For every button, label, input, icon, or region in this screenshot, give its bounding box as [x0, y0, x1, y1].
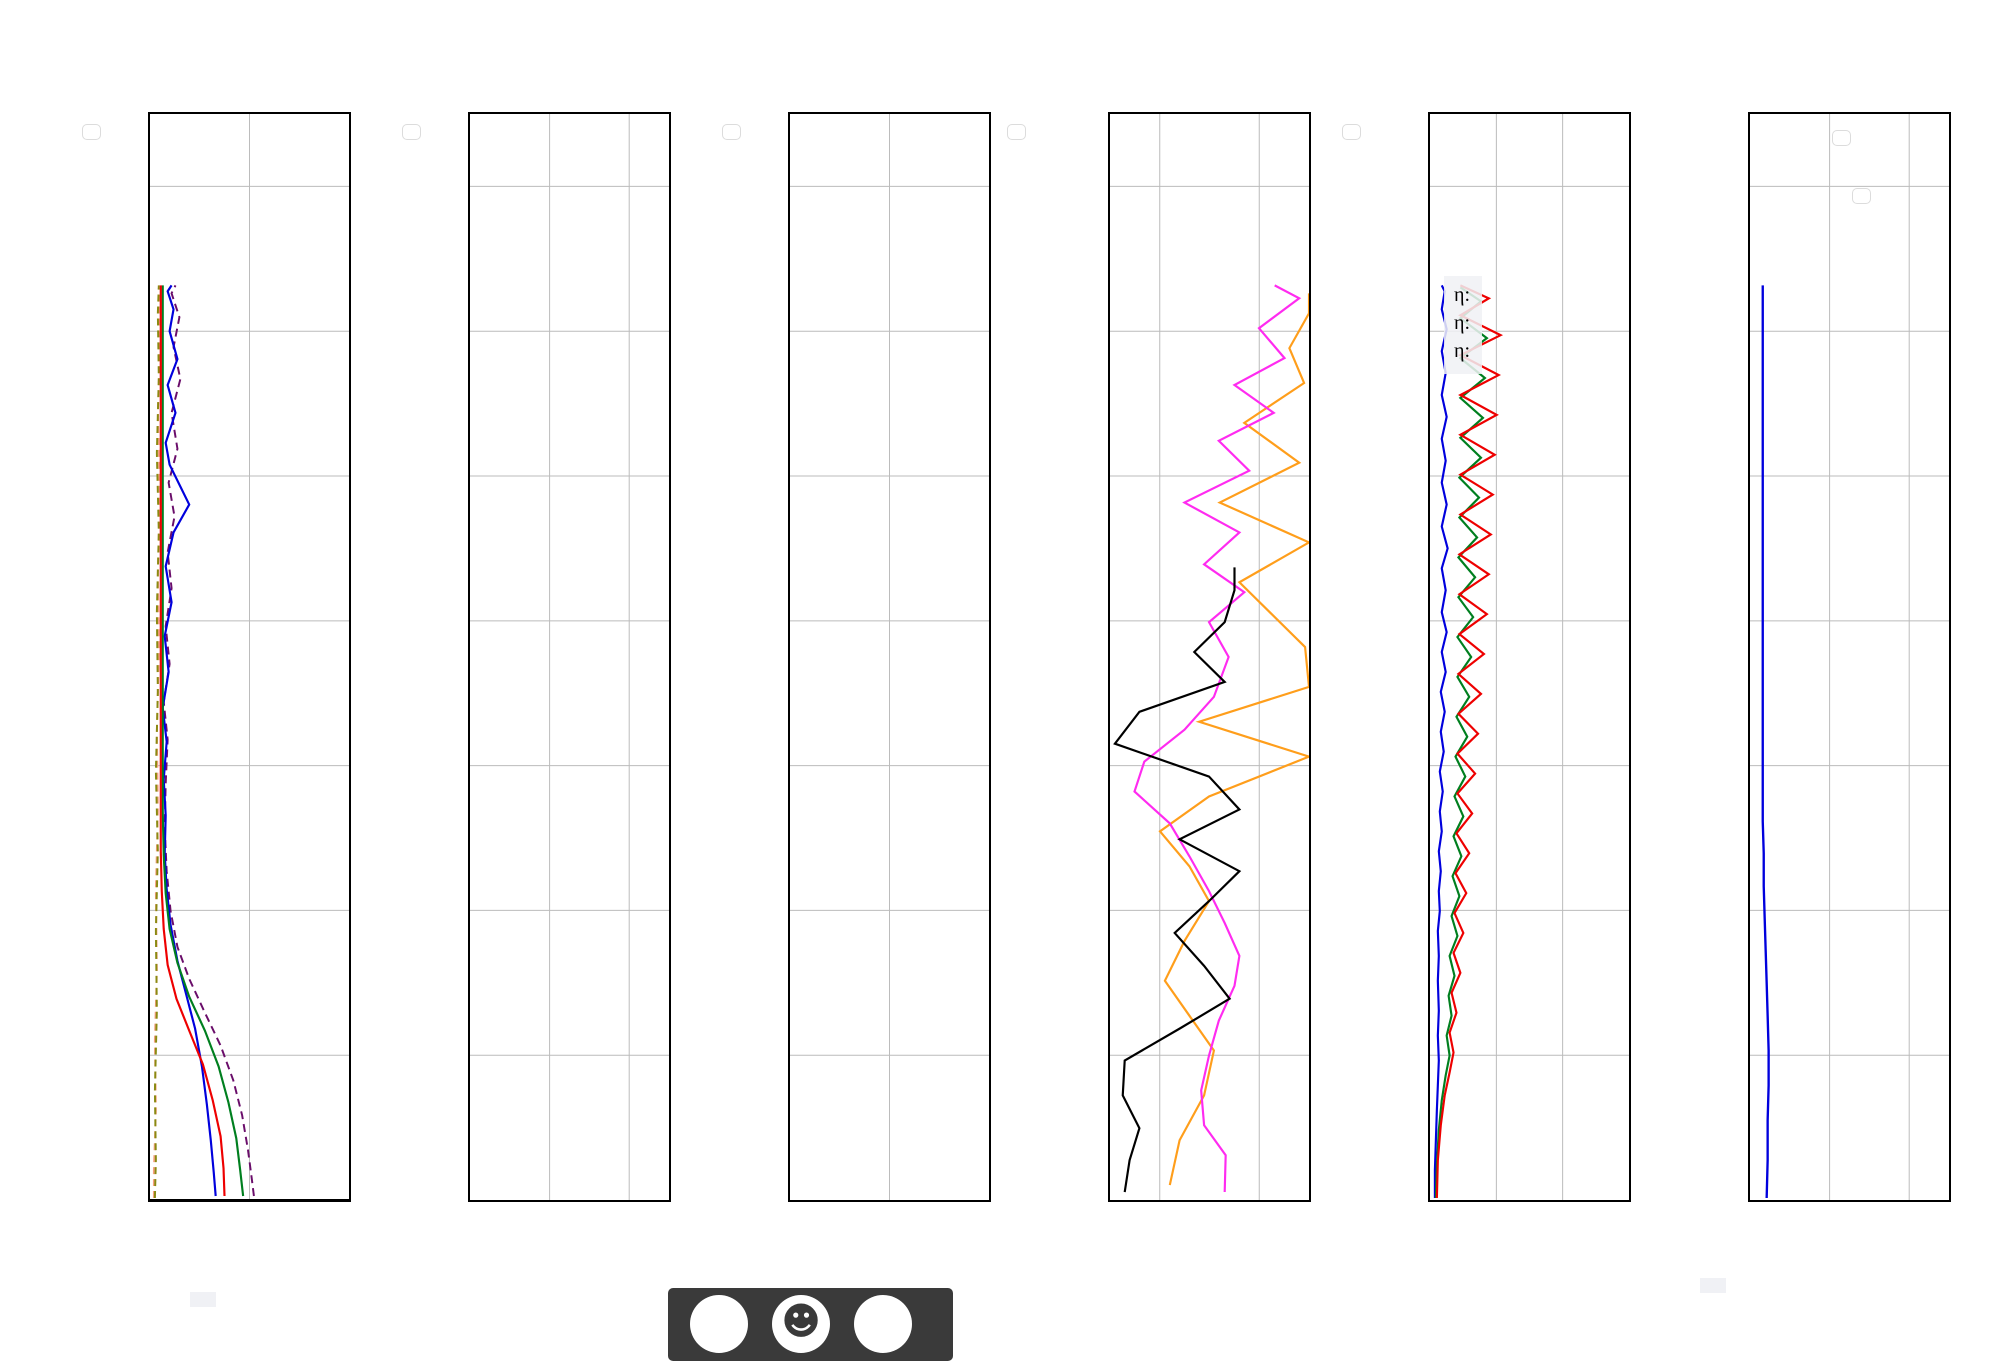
- panel-backscatter: [148, 112, 351, 1202]
- share-alike-icon: [854, 1290, 912, 1348]
- eta-355-symbol: η: [1454, 284, 1465, 306]
- person-icon: ☻: [781, 1299, 821, 1343]
- reference-height-box: [190, 1292, 216, 1307]
- eta-1064-symbol: η: [1454, 340, 1465, 363]
- legend-depolarization[interactable]: [1342, 124, 1361, 140]
- angstrom-plot-svg: [1110, 114, 1309, 1200]
- panel-lidar-ratio: [788, 112, 991, 1202]
- wvmr-rh-plot-svg: [1750, 114, 1949, 1200]
- panel-angstrom: [1108, 112, 1311, 1202]
- sa-circle: [854, 1295, 912, 1353]
- cc-circle: [690, 1295, 748, 1353]
- backscatter-plot-svg: [150, 114, 349, 1200]
- cc-icon: [690, 1295, 748, 1353]
- eta-annotation-box: η: η: η:: [1444, 276, 1483, 375]
- depolarization-plot-svg: [1430, 114, 1629, 1200]
- eta-532-symbol: η: [1454, 312, 1465, 335]
- eta-355-row: η:: [1454, 284, 1471, 306]
- plot-area-lidar-ratio[interactable]: [788, 112, 991, 1202]
- eta-1064-row: η:: [1454, 340, 1471, 363]
- plot-area-depolarization[interactable]: η: η: η:: [1428, 112, 1631, 1202]
- panel-depolarization: η: η: η:: [1428, 112, 1631, 1202]
- panel-extinction: [468, 112, 671, 1202]
- cc-license-badge[interactable]: ☻: [668, 1288, 953, 1361]
- plot-area-wvmr-rh[interactable]: [1748, 112, 1951, 1202]
- lidar-ratio-plot-svg: [790, 114, 989, 1200]
- legend-lidar-ratio[interactable]: [722, 124, 741, 140]
- legend-wvmr[interactable]: [1832, 130, 1851, 146]
- legend-rh[interactable]: [1852, 188, 1871, 204]
- by-circle: [772, 1295, 830, 1353]
- panel-wvmr-rh: [1748, 112, 1951, 1202]
- legend-angstrom[interactable]: [1007, 124, 1026, 140]
- legend-backscatter[interactable]: [82, 124, 101, 140]
- plot-area-angstrom[interactable]: [1108, 112, 1311, 1202]
- plot-area-extinction[interactable]: [468, 112, 671, 1202]
- legend-extinction[interactable]: [402, 124, 421, 140]
- plot-area-backscatter[interactable]: [148, 112, 351, 1202]
- extinction-plot-svg: [470, 114, 669, 1200]
- wv-calib-box: [1700, 1278, 1726, 1293]
- eta-532-row: η:: [1454, 312, 1471, 335]
